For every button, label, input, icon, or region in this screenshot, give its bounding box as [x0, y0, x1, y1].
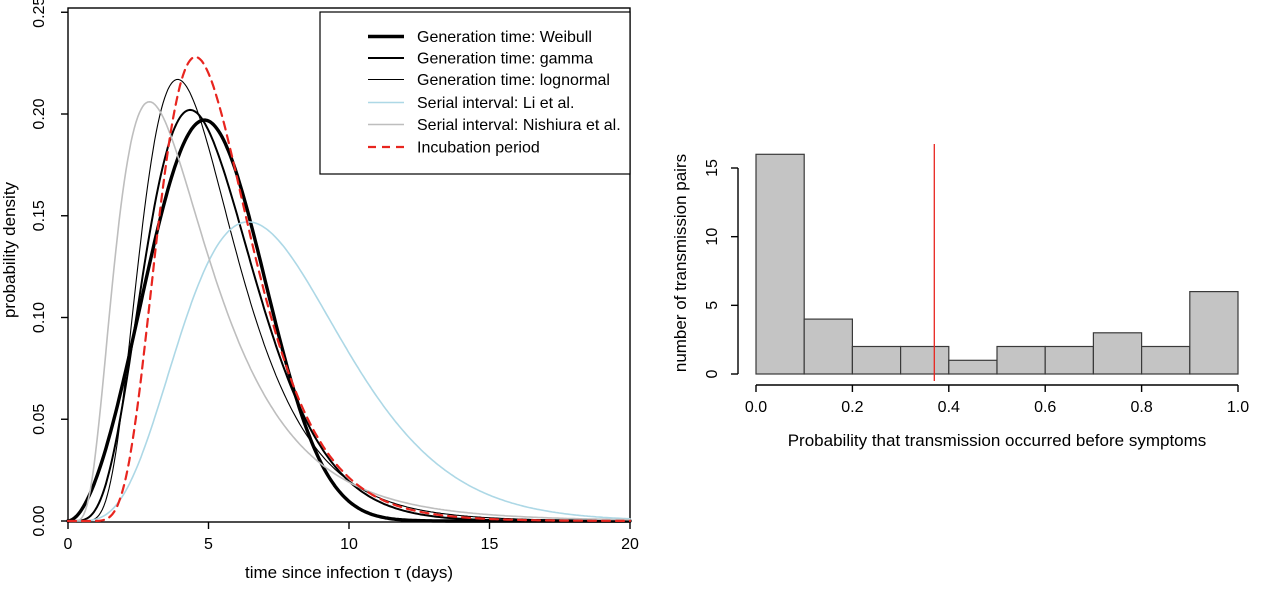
y-tick-label: 5: [704, 301, 721, 310]
y-tick-label: 0.05: [31, 404, 48, 435]
histogram-bar: [755, 153, 805, 375]
y-tick-label: 10: [704, 228, 721, 246]
legend-label-li: Serial interval: Li et al.: [417, 95, 574, 112]
legend-label-gamma: Generation time: gamma: [417, 51, 593, 68]
x-tick-label: 0.4: [938, 399, 960, 416]
histogram-bars: [755, 153, 1239, 375]
legend-label-nishiura: Serial interval: Nishiura et al.: [417, 117, 621, 134]
curve-5: [66, 55, 632, 523]
y-tick-label: 15: [704, 159, 721, 177]
x-tick-label: 0.8: [1130, 399, 1152, 416]
x-tick-label: 20: [621, 536, 639, 553]
y-tick-label: 0: [704, 369, 721, 378]
curve-0: [66, 118, 632, 523]
left-x-axis-label: time since infection τ (days): [245, 563, 453, 582]
right-x-axis-label: Probability that transmission occurred b…: [788, 431, 1207, 450]
legend-label-weibull: Generation time: Weibull: [417, 29, 592, 46]
histogram-bar: [1092, 332, 1143, 375]
x-tick-label: 5: [204, 536, 213, 553]
histogram-bar: [1044, 345, 1094, 375]
x-tick-label: 0.0: [745, 399, 767, 416]
x-tick-label: 10: [340, 536, 358, 553]
x-tick-label: 0.2: [841, 399, 863, 416]
legend-label-lognormal: Generation time: lognormal: [417, 72, 610, 89]
y-tick-label: 0.00: [31, 505, 48, 536]
x-tick-label: 0: [64, 536, 73, 553]
density-curves: [66, 55, 632, 523]
y-tick-label: 0.10: [31, 302, 48, 333]
legend-label-incubation: Incubation period: [417, 140, 540, 157]
y-tick-label: 0.15: [31, 200, 48, 231]
histogram-bar: [996, 345, 1046, 375]
x-tick-label: 15: [481, 536, 499, 553]
curve-4: [67, 101, 631, 522]
x-tick-label: 0.6: [1034, 399, 1056, 416]
curve-3: [67, 221, 631, 522]
left-y-axis-label: probability density: [0, 181, 19, 318]
legend: Generation time: Weibull Generation time…: [319, 11, 631, 175]
histogram-bar: [1189, 291, 1239, 375]
y-tick-label: 0.20: [31, 98, 48, 129]
y-tick-label: 0.25: [31, 0, 48, 28]
histogram-bar: [948, 359, 998, 375]
histogram-bar: [899, 345, 950, 375]
histogram-bar: [1140, 345, 1191, 375]
x-tick-label: 1.0: [1227, 399, 1249, 416]
right-y-axis-label: number of transmission pairs: [671, 154, 690, 372]
histogram-bar: [851, 345, 902, 375]
histogram-bar: [803, 318, 854, 375]
left-axis-ticks: 0 5 10 15 20 0.00 0.05 0.10 0.15 0.20 0.25: [31, 0, 639, 553]
right-axis-ticks: 0 5 10 15 0.0 0.2 0.4 0.6 0.8 1.0: [704, 159, 1249, 416]
